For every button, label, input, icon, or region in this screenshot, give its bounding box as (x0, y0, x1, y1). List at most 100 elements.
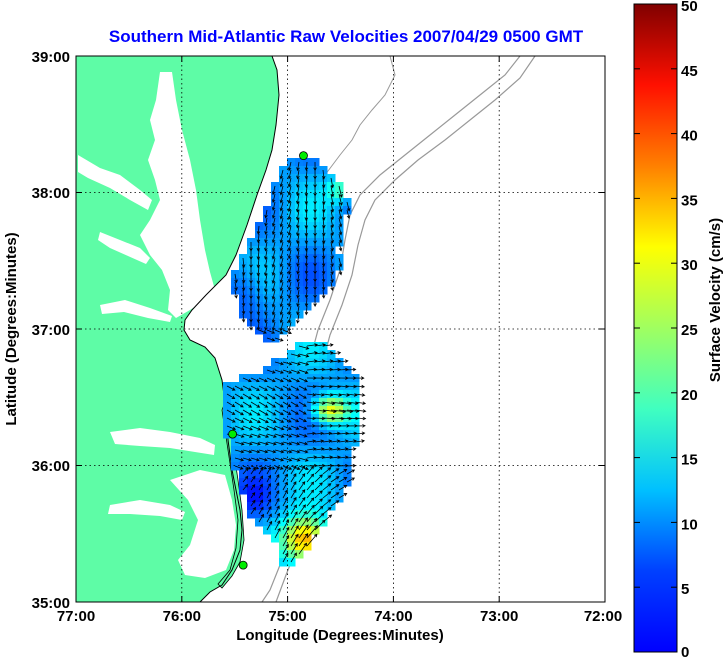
velocity-cell (271, 478, 280, 487)
velocity-arrow (271, 265, 276, 276)
velocity-arrow (242, 467, 249, 475)
velocity-arrow (234, 449, 245, 454)
velocity-cell (279, 518, 288, 527)
velocity-cell (303, 542, 312, 551)
velocity-arrow (298, 409, 307, 415)
velocity-arrow (282, 473, 288, 483)
velocity-arrow (282, 534, 290, 547)
velocity-arrow (330, 384, 341, 389)
velocity-arrow (346, 201, 351, 212)
velocity-arrow (330, 476, 340, 483)
velocity-arrow (296, 225, 300, 237)
velocity-cell (271, 526, 280, 535)
velocity-cell (263, 470, 272, 479)
velocity-arrow (298, 377, 309, 383)
colorbar-tick-label: 5 (681, 581, 689, 598)
velocity-arrow (234, 417, 245, 423)
velocity-cell (279, 542, 288, 551)
velocity-arrow (330, 351, 342, 355)
velocity-arrow (274, 520, 281, 531)
velocity-arrow (314, 455, 326, 459)
velocity-arrow (258, 449, 269, 454)
velocity-arrow (306, 367, 318, 372)
velocity-arrow (241, 313, 246, 323)
velocity-arrow (306, 384, 317, 389)
velocity-arrow (242, 425, 253, 431)
velocity-arrow (298, 532, 309, 547)
velocity-arrow (266, 401, 277, 408)
velocity-arrow (338, 447, 349, 451)
velocity-arrow (298, 369, 309, 374)
velocity-arrow (234, 289, 238, 299)
velocity-arrow (242, 393, 252, 400)
velocity-arrow (313, 289, 317, 299)
velocity-arrow (287, 233, 292, 244)
velocity-arrow (290, 525, 299, 539)
velocity-arrow (290, 504, 297, 515)
velocity-arrow (258, 393, 269, 400)
velocity-arrow (256, 273, 261, 285)
velocity-arrow (274, 401, 284, 408)
velocity-arrow (279, 257, 284, 268)
velocity-arrow (338, 455, 349, 460)
velocity-arrow (321, 225, 326, 237)
velocity-cell (247, 502, 256, 511)
velocity-arrow (282, 512, 289, 523)
velocity-arrow (304, 233, 309, 245)
velocity-arrow (264, 225, 268, 235)
velocity-arrow (264, 217, 268, 227)
velocity-arrow (322, 499, 332, 507)
velocity-arrow (321, 257, 326, 267)
velocity-cell (295, 470, 304, 479)
velocity-arrow (330, 500, 340, 507)
velocity-arrow (338, 241, 343, 252)
velocity-arrow (258, 385, 268, 391)
bathymetry-contour-inner (324, 56, 396, 176)
velocity-arrow (298, 345, 310, 350)
velocity-arrow (264, 233, 268, 244)
velocity-arrow (271, 297, 276, 308)
velocity-arrow (322, 475, 332, 483)
velocity-arrow (274, 337, 284, 342)
velocity-arrow (264, 241, 268, 252)
velocity-arrow (298, 473, 306, 483)
velocity-arrow (279, 305, 284, 316)
velocity-arrow (282, 385, 292, 391)
velocity-arrow (279, 281, 284, 292)
velocity-cell (303, 502, 312, 511)
velocity-arrow (298, 465, 306, 475)
velocity-arrow (330, 177, 335, 189)
velocity-arrow (346, 455, 357, 460)
velocity-arrow (279, 201, 284, 212)
velocity-arrow (321, 265, 326, 275)
velocity-arrow (330, 359, 342, 363)
velocity-arrow (274, 425, 285, 431)
velocity-arrow (279, 297, 284, 308)
velocity-cell (247, 510, 256, 519)
velocity-arrow (279, 321, 284, 332)
velocity-cell (295, 510, 304, 519)
velocity-arrow (290, 511, 298, 523)
velocity-arrow (242, 377, 252, 383)
velocity-arrow (266, 417, 277, 423)
velocity-arrow (250, 393, 261, 400)
velocity-cell (263, 502, 272, 511)
velocity-arrow (314, 505, 324, 515)
velocity-cell (287, 518, 296, 527)
velocity-arrow (258, 409, 269, 416)
velocity-arrow (287, 201, 292, 213)
velocity-arrow (226, 401, 236, 408)
velocity-arrow (241, 257, 246, 268)
velocity-cell (295, 534, 304, 543)
velocity-arrow (330, 193, 335, 206)
y-tick-label: 39:00 (32, 49, 70, 66)
velocity-arrow (346, 367, 357, 372)
velocity-arrow (256, 233, 261, 244)
velocity-arrow (306, 525, 318, 539)
velocity-arrow (314, 498, 323, 507)
velocity-arrow (282, 393, 292, 399)
velocity-arrow (321, 281, 326, 291)
velocity-arrow (306, 489, 315, 499)
velocity-arrow (314, 416, 326, 421)
